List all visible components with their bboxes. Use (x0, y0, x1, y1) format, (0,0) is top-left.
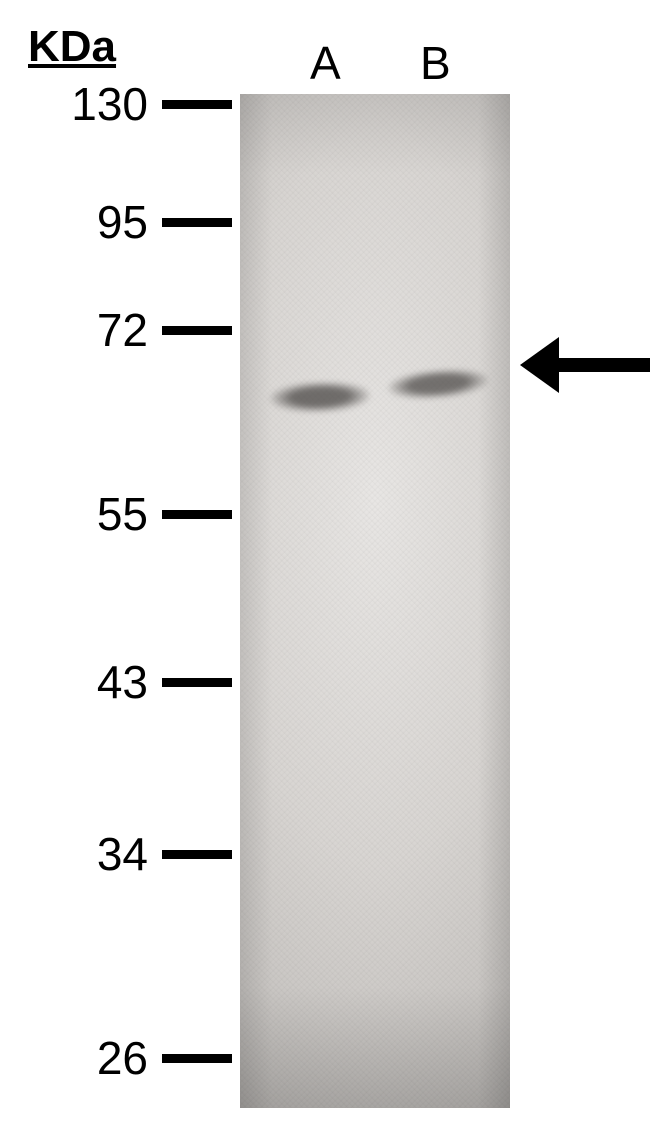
arrow-shaft (556, 358, 650, 372)
blot-membrane (240, 94, 510, 1108)
weight-label: 95 (97, 195, 148, 249)
lane-label: A (310, 36, 341, 90)
tick-mark (162, 850, 232, 859)
weight-label: 130 (71, 77, 148, 131)
weight-label: 34 (97, 827, 148, 881)
weight-label: 72 (97, 303, 148, 357)
lane-label: B (420, 36, 451, 90)
tick-mark (162, 100, 232, 109)
tick-mark (162, 1054, 232, 1063)
weight-label: 55 (97, 487, 148, 541)
tick-mark (162, 510, 232, 519)
tick-mark (162, 326, 232, 335)
protein-band (270, 380, 371, 413)
unit-label: KDa (28, 22, 116, 72)
blot-background (240, 94, 510, 1108)
weight-label: 26 (97, 1031, 148, 1085)
tick-mark (162, 218, 232, 227)
weight-label: 43 (97, 655, 148, 709)
blot-vignette (240, 94, 510, 1108)
blot-figure: KDa 130 95 72 55 43 34 26 A B (0, 0, 650, 1134)
arrow-head-icon (520, 337, 559, 393)
tick-mark (162, 678, 232, 687)
